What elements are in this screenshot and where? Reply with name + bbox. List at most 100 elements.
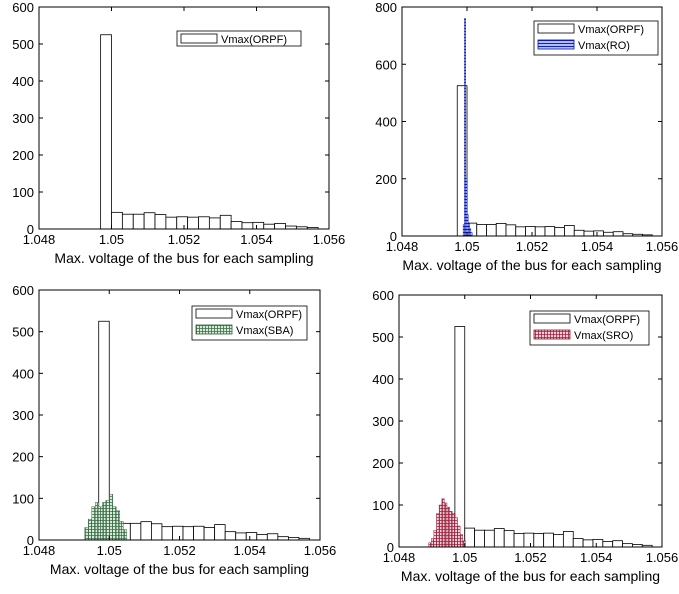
bar bbox=[583, 230, 595, 237]
x-axis-label: Max. voltage of the bus for each samplin… bbox=[54, 250, 313, 266]
bar bbox=[203, 527, 216, 541]
x-axis-label: Max. voltage of the bus for each samplin… bbox=[401, 568, 660, 584]
y-tick-label: 400 bbox=[375, 115, 397, 130]
bar bbox=[100, 34, 112, 230]
x-tick-label: 1.052 bbox=[168, 232, 201, 247]
legend: Vmax(ORPF) Vmax(RO) bbox=[533, 20, 659, 56]
bar bbox=[454, 517, 458, 548]
bar bbox=[161, 526, 173, 541]
bar bbox=[431, 538, 435, 548]
chart-panel-2: 0 200 400 600 800 1.048 1.05 1.052 1.054 1.056 Max… bbox=[375, 0, 678, 273]
bar bbox=[84, 527, 89, 541]
series-1 bbox=[454, 326, 653, 548]
bar bbox=[111, 211, 123, 230]
x-axis-label: Max. voltage of the bus for each samplin… bbox=[50, 561, 309, 577]
bar bbox=[94, 502, 99, 541]
bar bbox=[119, 521, 124, 541]
bar bbox=[224, 531, 237, 541]
bar bbox=[474, 529, 485, 548]
y-tick-label: 600 bbox=[12, 0, 34, 15]
x-tick-label: 1.048 bbox=[23, 543, 56, 558]
x-tick-label: 1.056 bbox=[646, 239, 679, 254]
x-tick-label: 1.052 bbox=[516, 239, 549, 254]
y-tick-label: 300 bbox=[372, 414, 394, 429]
legend: Vmax(ORPF) Vmax(SRO) bbox=[529, 310, 650, 346]
bar bbox=[241, 222, 254, 230]
bar bbox=[503, 530, 515, 548]
bar bbox=[523, 532, 535, 548]
chart-panel-1: 0 100 200 300 400 500 600 1.048 1.05 1.052 1.054 1.… bbox=[12, 0, 345, 266]
bar bbox=[476, 224, 487, 237]
bar bbox=[457, 525, 461, 548]
bar bbox=[564, 225, 575, 237]
bar bbox=[230, 221, 243, 230]
bar bbox=[187, 216, 199, 230]
bar bbox=[428, 542, 432, 548]
x-tick-label: 1.05 bbox=[97, 543, 122, 558]
bar bbox=[121, 213, 134, 230]
legend-swatch bbox=[195, 324, 233, 335]
x-tick-label: 1.056 bbox=[304, 543, 337, 558]
bar bbox=[592, 539, 604, 548]
bar bbox=[572, 538, 584, 548]
bar bbox=[553, 534, 564, 548]
bar bbox=[525, 226, 536, 237]
bar bbox=[452, 513, 456, 548]
y-tick-label: 500 bbox=[372, 330, 394, 345]
bar bbox=[208, 217, 221, 230]
x-tick-label: 1.054 bbox=[240, 232, 273, 247]
bar bbox=[154, 214, 167, 230]
y-tick-label: 600 bbox=[372, 288, 394, 303]
y-tick-label: 800 bbox=[375, 0, 397, 15]
y-tick-label: 100 bbox=[12, 491, 34, 506]
y-tick-label: 200 bbox=[375, 172, 397, 187]
x-tick-label: 1.054 bbox=[581, 239, 614, 254]
y-tick-label: 600 bbox=[375, 57, 397, 72]
bar bbox=[454, 326, 466, 548]
bar bbox=[198, 216, 210, 230]
bar bbox=[132, 213, 145, 230]
x-tick-label: 1.048 bbox=[383, 550, 416, 565]
y-tick-label: 500 bbox=[12, 325, 34, 340]
y-tick-label: 200 bbox=[12, 450, 34, 465]
bar bbox=[436, 513, 440, 548]
y-tick-label: 400 bbox=[12, 366, 34, 381]
y-tick-label: 200 bbox=[12, 148, 34, 163]
x-axis-label: Max. voltage of the bus for each samplin… bbox=[402, 257, 661, 273]
x-tick-label: 1.054 bbox=[580, 550, 613, 565]
legend: Vmax(ORPF) bbox=[176, 30, 302, 47]
y-tick-label: 100 bbox=[12, 185, 34, 200]
x-tick-label: 1.048 bbox=[23, 232, 56, 247]
y-tick-label: 300 bbox=[12, 408, 34, 423]
legend: Vmax(ORPF) Vmax(SBA) bbox=[191, 305, 308, 341]
bar bbox=[446, 506, 450, 548]
legend-label: Vmax(ORPF) bbox=[578, 24, 644, 36]
series-2 bbox=[428, 498, 466, 548]
y-tick-label: 500 bbox=[12, 37, 34, 52]
bar bbox=[449, 511, 453, 548]
bar bbox=[193, 525, 205, 541]
x-tick-label: 1.05 bbox=[99, 232, 124, 247]
legend-label: Vmax(SRO) bbox=[574, 330, 633, 342]
y-tick-label: 400 bbox=[372, 372, 394, 387]
x-tick-label: 1.052 bbox=[163, 543, 196, 558]
bar bbox=[433, 530, 437, 548]
bar bbox=[102, 502, 106, 541]
bar bbox=[543, 532, 554, 548]
bar bbox=[612, 540, 623, 548]
bar bbox=[513, 533, 525, 548]
bar bbox=[562, 531, 574, 548]
bar bbox=[143, 212, 156, 230]
bar bbox=[441, 498, 445, 548]
bar bbox=[256, 534, 268, 541]
bar bbox=[593, 230, 604, 237]
bar bbox=[266, 533, 279, 541]
legend-swatch bbox=[537, 23, 575, 34]
bar bbox=[470, 232, 473, 237]
x-tick-label: 1.054 bbox=[233, 543, 266, 558]
y-tick-label: 0 bbox=[387, 540, 394, 555]
bar bbox=[87, 518, 92, 541]
y-tick-label: 0 bbox=[27, 222, 34, 237]
bar bbox=[105, 500, 110, 541]
bar bbox=[109, 493, 113, 541]
